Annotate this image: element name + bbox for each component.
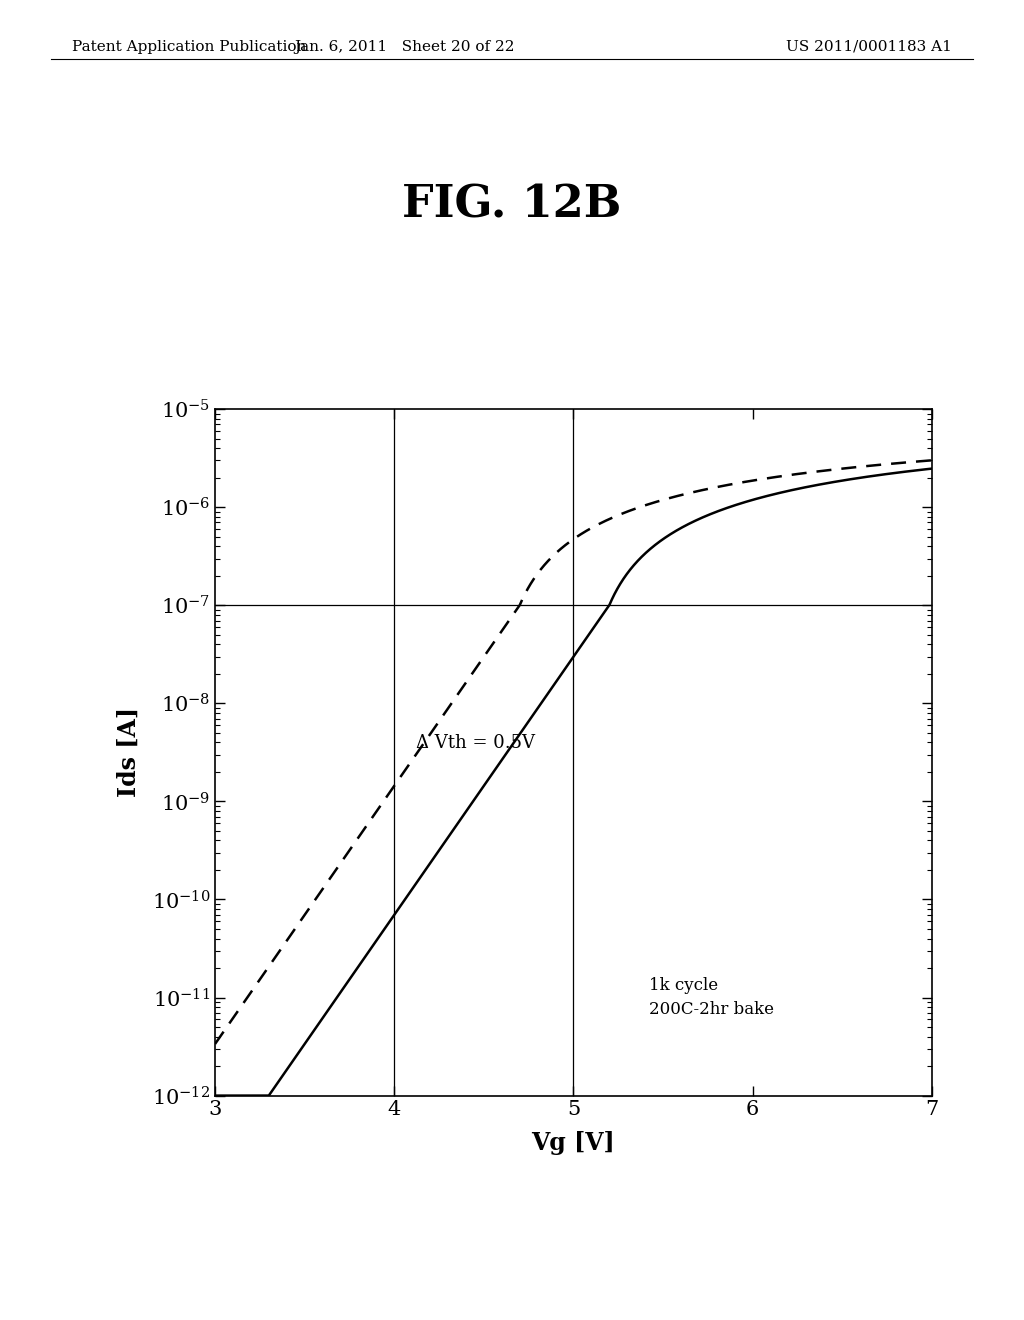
Text: Δ Vth = 0.5V: Δ Vth = 0.5V xyxy=(416,734,535,751)
Y-axis label: Ids [A]: Ids [A] xyxy=(117,708,140,797)
Text: US 2011/0001183 A1: US 2011/0001183 A1 xyxy=(786,40,952,54)
Text: Jan. 6, 2011   Sheet 20 of 22: Jan. 6, 2011 Sheet 20 of 22 xyxy=(294,40,515,54)
Text: 1k cycle
200C-2hr bake: 1k cycle 200C-2hr bake xyxy=(649,977,774,1018)
Text: Patent Application Publication: Patent Application Publication xyxy=(72,40,306,54)
X-axis label: Vg [V]: Vg [V] xyxy=(531,1130,615,1155)
Text: FIG. 12B: FIG. 12B xyxy=(402,183,622,226)
